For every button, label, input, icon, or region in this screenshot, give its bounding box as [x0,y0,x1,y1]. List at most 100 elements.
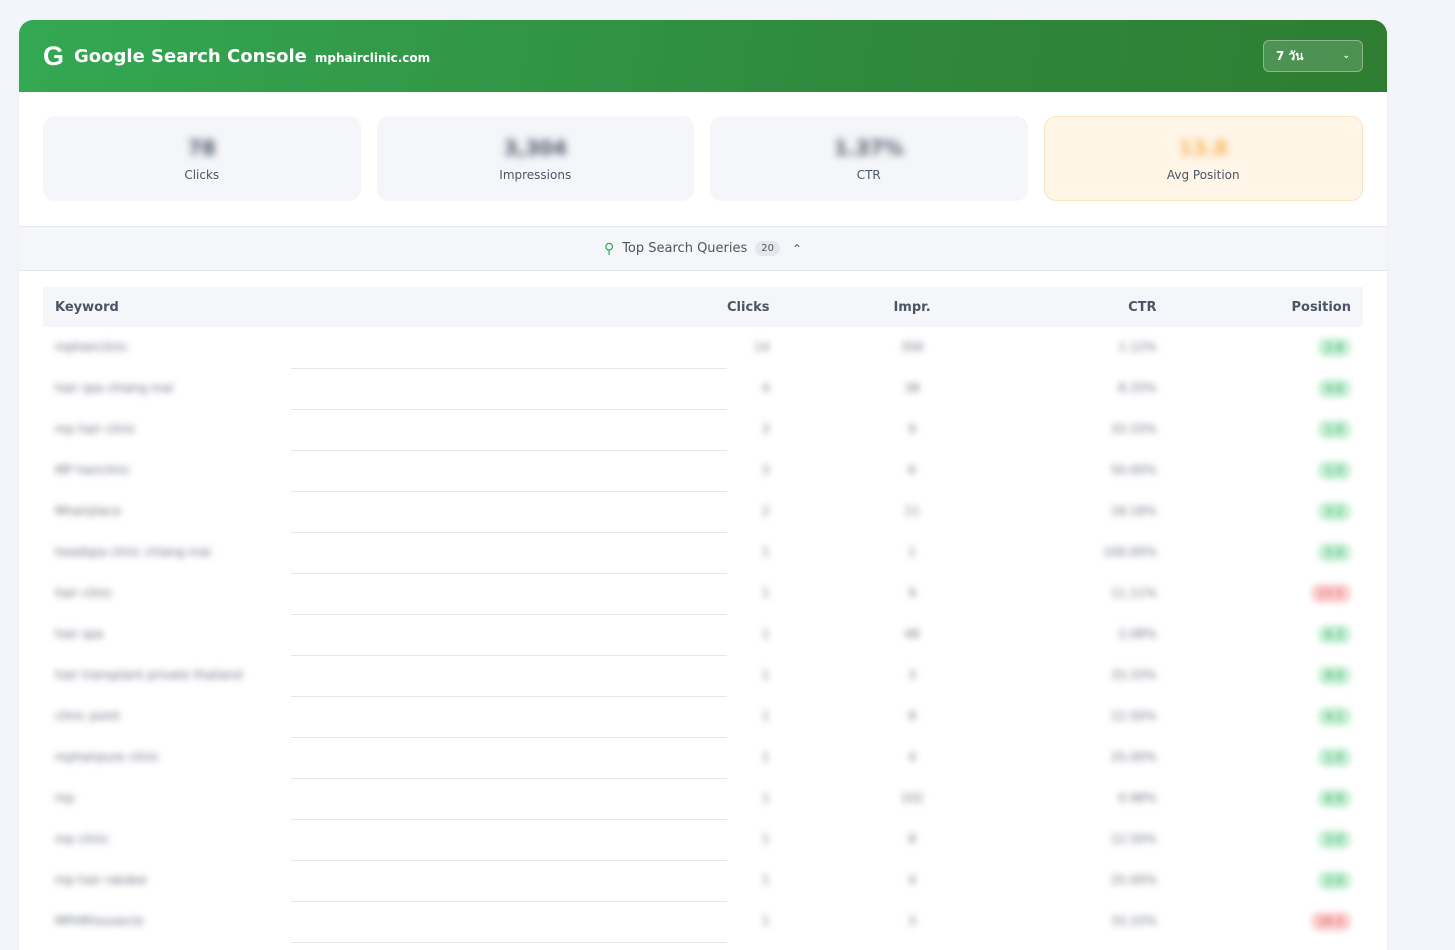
cell-spacer [291,737,727,779]
cell-clicks: 2 [727,491,770,532]
clicks-value: 1 [761,627,770,641]
cell-impressions: 38 [770,368,1055,409]
table-row: MP hairclinic 3 6 50.00% 1.0 [43,450,1363,492]
cell-spacer [291,819,727,861]
ctr-value: 8.33% [1118,381,1157,395]
cell-spacer [291,778,727,820]
cell-position: 5.0 [1165,532,1363,573]
position-badge: 28.0 [1310,912,1351,931]
cell-keyword: MP hairclinic [43,450,291,491]
position-badge: 1.0 [1317,461,1351,480]
impressions-value: 8 [908,709,916,723]
cell-clicks: 1 [727,901,770,942]
cell-keyword: mphairclinic [43,327,291,368]
stat-ctr: 1.37% CTR [710,116,1028,201]
cell-position: 2.8 [1165,327,1363,368]
cell-impressions: 356 [770,327,1055,368]
cell-ctr: 33.33% [1055,655,1165,696]
cell-ctr: 18.18% [1055,491,1165,532]
impressions-value: 9 [908,586,916,600]
cell-position: 23.5 [1165,573,1363,614]
table-row: hair spa 1 48 2.08% 6.3 [43,614,1363,656]
cell-clicks: 1 [727,655,770,696]
cell-position: 28.0 [1165,901,1363,942]
cell-keyword: mp [43,778,291,819]
chevron-up-icon[interactable]: ⌃ [792,241,803,256]
table-row: mp clinic 1 8 12.50% 3.0 [43,819,1363,861]
impressions-value: 11 [904,504,920,518]
cell-impressions: 8 [770,819,1055,860]
impressions-value: 1 [908,545,916,559]
col-ctr[interactable]: CTR [1054,287,1165,327]
impressions-value: 4 [908,873,916,887]
table-row: mp hair rakdee 1 4 25.00% 2.0 [43,860,1363,902]
stat-label: Avg Position [1166,167,1240,182]
clicks-value: 1 [761,791,770,805]
header: G Google Search Console mphairclinic.com… [19,20,1387,92]
ctr-value: 12.50% [1110,832,1157,846]
chevron-down-icon: ⌄ [1342,51,1350,61]
cell-position: 8.0 [1165,655,1363,696]
cell-impressions: 9 [770,409,1055,450]
cell-impressions: 6 [770,450,1055,491]
search-icon: ⚲ [603,240,615,257]
cell-keyword: headspa clinic chiang mai [43,532,291,573]
stat-clicks: 78 Clicks [43,116,361,201]
position-badge: 5.0 [1317,543,1351,562]
ctr-value: 25.00% [1110,750,1157,764]
top-queries-toggle[interactable]: ⚲ Top Search Queries 20 ⌃ [19,226,1387,271]
impressions-value: 3 [908,914,916,928]
clicks-value: 1 [761,668,770,682]
col-impr[interactable]: Impr. [769,287,1055,327]
clicks-value: 1 [761,914,770,928]
cell-clicks: 1 [727,737,770,778]
keyword-value: hair spa [55,627,104,641]
clicks-value: 1 [761,586,770,600]
clicks-value: 2 [761,504,770,518]
cell-ctr: 8.33% [1055,368,1165,409]
keyword-value: MP hairclinic [55,463,131,477]
cell-position: 4.6 [1165,368,1363,409]
cell-clicks: 4 [727,368,770,409]
stat-value: 78 [187,135,216,160]
impressions-value: 9 [908,422,916,436]
cell-keyword: clinic point [43,696,291,737]
table-row: mp 1 102 0.98% 6.9 [43,778,1363,820]
ctr-value: 25.00% [1110,873,1157,887]
cell-impressions: 3 [770,901,1055,942]
cell-keyword: hair transplant private thailand [43,655,291,696]
stats-row: 78 Clicks 3,304 Impressions 1.37% CTR 13.8 A… [19,92,1387,226]
impressions-value: 38 [904,381,920,395]
cell-ctr: 25.00% [1055,737,1165,778]
cell-spacer [291,368,727,410]
col-position[interactable]: Position [1164,287,1363,327]
cell-clicks: 3 [727,450,770,491]
table-row: Mhairplace 2 11 18.18% 3.2 [43,491,1363,533]
cell-impressions: 8 [770,696,1055,737]
cell-impressions: 48 [770,614,1055,655]
cell-spacer [291,532,727,574]
col-clicks[interactable]: Clicks [727,287,770,327]
stat-avg-position: 13.8 Avg Position [1043,116,1363,201]
col-keyword[interactable]: Keyword [43,287,291,327]
clicks-value: 1 [761,873,770,887]
clicks-value: 14 [754,340,770,354]
period-select[interactable]: 7 วัน ⌄ [1263,40,1363,72]
cell-keyword: hair spa chiang mai [43,368,291,409]
cell-position: 1.0 [1165,409,1363,450]
impressions-value: 6 [908,463,916,477]
table-row: headspa clinic chiang mai 1 1 100.00% 5.0 [43,532,1363,574]
cell-position: 3.2 [1165,491,1363,532]
ctr-value: 0.98% [1118,791,1157,805]
impressions-value: 102 [900,791,924,805]
position-badge: 6.9 [1317,789,1351,808]
cell-clicks: 1 [727,860,770,901]
stat-impressions: 3,304 Impressions [376,116,694,201]
cell-spacer [291,409,727,451]
clicks-value: 1 [761,545,770,559]
cell-clicks: 1 [727,532,770,573]
cell-keyword: hair clinic [43,573,291,614]
impressions-value: 3 [908,668,916,682]
google-g-icon: G [43,40,65,71]
position-badge: 3.0 [1317,830,1351,849]
